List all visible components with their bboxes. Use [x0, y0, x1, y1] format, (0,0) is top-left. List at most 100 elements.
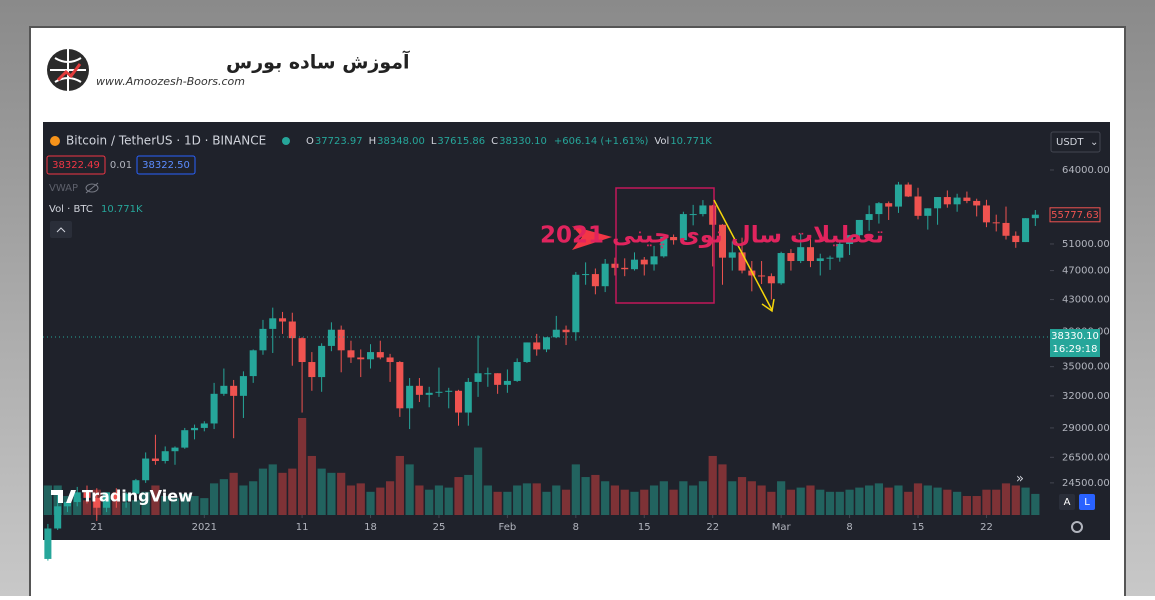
candle-body	[973, 200, 981, 206]
candle-body	[132, 480, 140, 494]
sell-price[interactable]: 38322.49	[52, 160, 100, 171]
candle-body	[709, 205, 717, 225]
candle-body	[63, 502, 71, 507]
volume-bar	[209, 483, 219, 515]
y-tick-label: 35000.00	[1062, 362, 1110, 373]
volume-bar	[845, 489, 854, 515]
x-tick-label: 22	[706, 522, 719, 533]
volume-bar	[649, 485, 659, 515]
volume-bar	[229, 472, 238, 515]
volume-bar	[542, 491, 551, 515]
buy-button[interactable]	[136, 155, 196, 175]
volume-bar	[669, 489, 678, 515]
legend-value: 37723.97	[315, 136, 363, 147]
volume-bar	[708, 455, 717, 515]
candle-body	[454, 390, 463, 413]
candle-body	[591, 274, 599, 287]
volume-bar	[239, 485, 248, 515]
x-tick-label: Mar	[772, 522, 792, 533]
volume-label: Vol · BTC	[49, 204, 93, 215]
volume-bar	[425, 489, 434, 515]
x-tick-label: 11	[296, 522, 309, 533]
scale-button[interactable]	[1059, 494, 1075, 510]
spread: 0.01	[110, 160, 132, 171]
volume-bar	[601, 481, 610, 515]
pointer-arrow	[572, 226, 612, 250]
candle-body	[924, 208, 932, 216]
scale-button-label[interactable]: A	[1064, 497, 1071, 508]
y-tick-label: 64000.00	[1062, 165, 1110, 176]
plot: 64000.0051000.0047000.0043000.0039000.00…	[43, 165, 1110, 561]
currency[interactable]: USDT	[1056, 137, 1084, 148]
volume-bar	[1001, 483, 1011, 515]
candle-body	[181, 430, 189, 448]
volume-bar	[620, 489, 629, 515]
indicator[interactable]: VWAP	[49, 183, 78, 194]
hide-icon[interactable]	[85, 182, 99, 194]
volume-bar	[121, 502, 131, 515]
volume-bar	[493, 491, 502, 515]
volume-bar	[444, 487, 453, 515]
candle-body	[327, 329, 335, 346]
candle-body	[533, 342, 541, 350]
volume-bar	[571, 464, 580, 515]
candle-body	[474, 373, 482, 382]
candle-body	[396, 362, 404, 409]
candle-body	[44, 528, 52, 559]
x-tick-label: 25	[433, 522, 446, 533]
candle-body	[122, 493, 130, 501]
volume-bar	[943, 489, 952, 515]
candle-body	[386, 357, 394, 363]
legend-key: L	[431, 136, 437, 147]
last-price-tag	[1049, 207, 1101, 223]
scale-button[interactable]	[1079, 494, 1095, 510]
currency-select[interactable]	[1050, 131, 1101, 153]
candle-body	[73, 492, 81, 503]
candle-body	[611, 263, 619, 268]
legend-value: 38348.00	[377, 136, 425, 147]
volume-bar	[894, 485, 903, 515]
volume-bar	[464, 474, 473, 515]
volume-bar	[913, 483, 923, 515]
sell-button[interactable]	[46, 155, 106, 175]
brand: آموزش ساده بورس	[226, 50, 410, 74]
volume-bar	[865, 485, 874, 515]
candle-body	[415, 385, 423, 395]
candle-body	[93, 497, 101, 508]
candle-body	[279, 318, 287, 322]
candle-body	[552, 329, 560, 338]
candle-body	[1012, 235, 1020, 243]
volume-bar	[200, 498, 209, 515]
buy-price[interactable]: 38322.50	[142, 160, 190, 171]
volume-bar	[747, 481, 756, 515]
candle-body	[230, 385, 238, 396]
candle-body	[298, 338, 306, 363]
candle-body	[806, 247, 814, 262]
legend-key: Vol	[654, 136, 669, 147]
candle-body	[816, 258, 824, 262]
volume-bar	[972, 496, 981, 515]
volume-bar	[307, 455, 316, 515]
collapse-button[interactable]	[50, 221, 72, 238]
scale-button-label[interactable]: L	[1084, 497, 1090, 508]
volume-bar	[581, 477, 590, 515]
scroll-right[interactable]: »	[1016, 472, 1024, 487]
candle-body	[425, 392, 433, 395]
candle-body	[836, 243, 844, 258]
website: www.Amoozesh-Boors.com	[96, 75, 245, 88]
legend-key: H	[369, 136, 377, 147]
volume-bar	[532, 483, 541, 515]
volume-bar	[1021, 487, 1030, 515]
volume-bar	[376, 487, 385, 515]
y-tick-label: 26500.00	[1062, 452, 1110, 463]
candle-body	[826, 257, 834, 259]
candle-body	[542, 337, 551, 350]
volume-bar	[161, 496, 170, 515]
volume-bar	[835, 491, 844, 515]
x-tick-label: 18	[364, 522, 377, 533]
volume-bar	[190, 496, 199, 515]
x-tick-label: 15	[912, 522, 925, 533]
volume-bar	[73, 498, 82, 515]
settings-icon[interactable]	[1071, 521, 1083, 533]
y-tick-label: 29000.00	[1062, 423, 1110, 434]
